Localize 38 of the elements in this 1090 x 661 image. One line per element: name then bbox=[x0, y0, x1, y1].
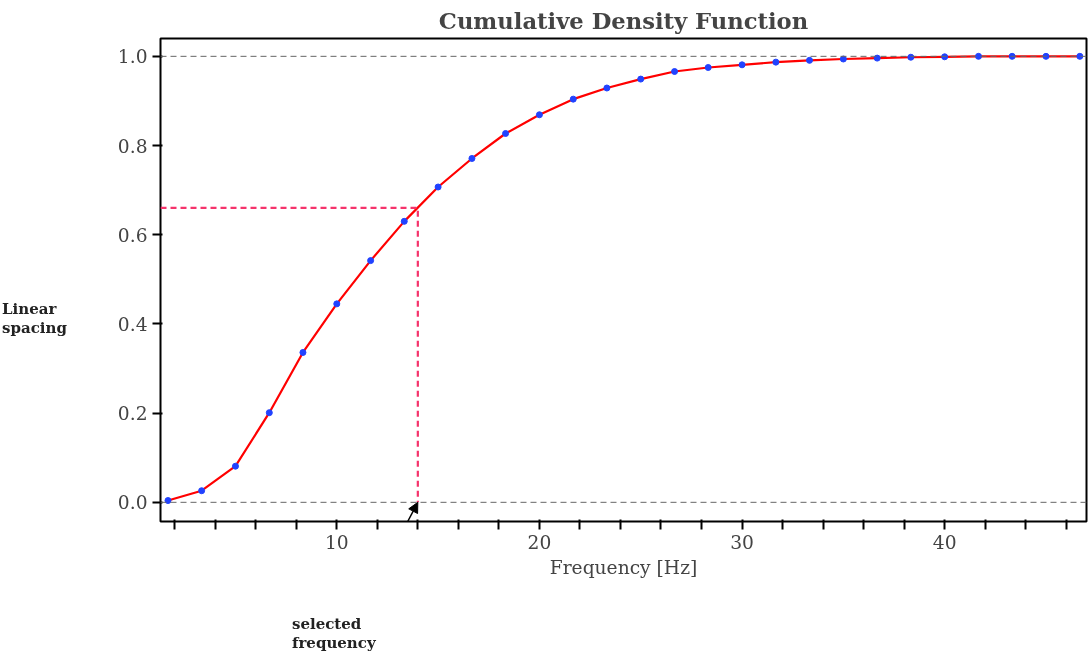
point bbox=[367, 257, 375, 265]
y-tick-label: 0.4 bbox=[117, 313, 148, 335]
point bbox=[772, 58, 780, 66]
x-tick-label: 20 bbox=[527, 531, 552, 553]
point bbox=[164, 497, 172, 505]
point bbox=[806, 56, 814, 64]
y-tick-label: 0.0 bbox=[117, 492, 148, 514]
point bbox=[839, 55, 847, 63]
point bbox=[1076, 52, 1084, 60]
y-tick-label: 1.0 bbox=[117, 46, 148, 68]
x-tick-label: 30 bbox=[730, 531, 754, 553]
y-tick-label: 0.6 bbox=[117, 224, 148, 246]
x-axis-title: Frequency [Hz] bbox=[549, 556, 698, 578]
x-tick-label: 40 bbox=[932, 531, 957, 553]
point bbox=[468, 154, 476, 162]
point bbox=[333, 300, 341, 308]
y-tick-label: 0.2 bbox=[117, 403, 148, 425]
text: Linear spacing bbox=[2, 300, 68, 338]
point bbox=[231, 462, 239, 470]
point bbox=[535, 111, 543, 119]
x-tick-label: 10 bbox=[324, 531, 349, 553]
point bbox=[299, 348, 307, 356]
y-tick-label: 0.8 bbox=[117, 135, 148, 157]
point bbox=[265, 409, 273, 417]
point bbox=[434, 183, 442, 191]
point bbox=[975, 52, 982, 60]
point bbox=[671, 68, 679, 75]
point bbox=[704, 63, 712, 71]
point bbox=[603, 84, 611, 92]
point bbox=[637, 75, 645, 83]
point bbox=[400, 217, 408, 225]
text: selected frequency bbox=[292, 615, 377, 653]
point bbox=[502, 130, 510, 137]
point bbox=[198, 487, 206, 495]
point bbox=[738, 61, 746, 69]
point bbox=[873, 54, 881, 62]
point bbox=[569, 95, 577, 103]
chart-title: Cumulative Density Function bbox=[438, 7, 809, 34]
